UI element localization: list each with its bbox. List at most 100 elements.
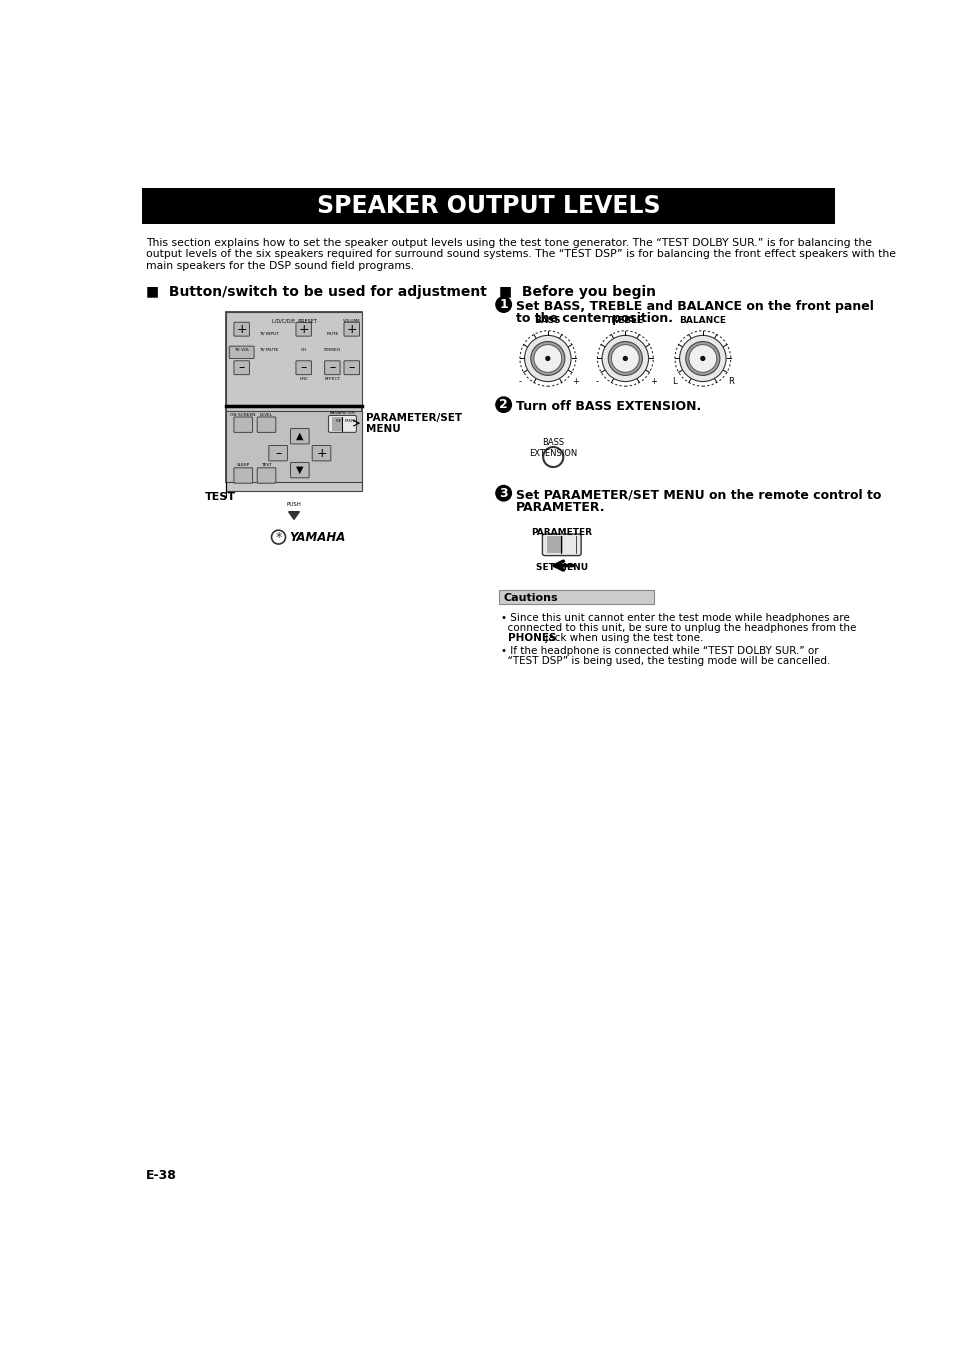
Text: connected to this unit, be sure to unplug the headphones from the: connected to this unit, be sure to unplu…: [500, 623, 855, 634]
FancyBboxPatch shape: [233, 417, 253, 432]
Text: PARAMETER/SET: PARAMETER/SET: [365, 413, 461, 423]
Text: +: +: [649, 377, 656, 386]
Text: SET MENU: SET MENU: [536, 563, 587, 573]
FancyBboxPatch shape: [233, 323, 249, 336]
Text: L/D/C/D/E  PRESET: L/D/C/D/E PRESET: [272, 319, 316, 323]
FancyBboxPatch shape: [142, 188, 835, 224]
Text: BASS
EXTENSION: BASS EXTENSION: [529, 438, 577, 458]
Text: R: R: [727, 377, 733, 386]
Text: ■  Button/switch to be used for adjustment: ■ Button/switch to be used for adjustmen…: [146, 285, 487, 300]
FancyBboxPatch shape: [344, 323, 359, 336]
Text: *: *: [275, 531, 281, 543]
Text: “TEST DSP” is being used, the testing mode will be cancelled.: “TEST DSP” is being used, the testing mo…: [500, 657, 829, 666]
FancyBboxPatch shape: [312, 446, 331, 461]
Text: ▼: ▼: [295, 465, 303, 476]
Text: TV MUTE: TV MUTE: [259, 349, 278, 353]
Text: MUTE: MUTE: [326, 331, 338, 335]
FancyBboxPatch shape: [291, 462, 309, 478]
Text: –: –: [348, 361, 355, 374]
FancyBboxPatch shape: [229, 346, 253, 358]
Circle shape: [545, 357, 549, 361]
Circle shape: [534, 345, 561, 373]
Text: TREBLE: TREBLE: [606, 316, 643, 324]
Text: jack when using the test tone.: jack when using the test tone.: [542, 634, 703, 643]
Circle shape: [496, 297, 511, 312]
Text: Cautions: Cautions: [503, 593, 558, 603]
Text: 3: 3: [498, 486, 507, 500]
Text: SLEEP: SLEEP: [236, 463, 250, 467]
FancyBboxPatch shape: [324, 361, 340, 374]
Text: CH: CH: [300, 349, 307, 353]
Text: E-38: E-38: [146, 1170, 177, 1182]
Text: +: +: [315, 447, 327, 459]
Text: SET MENU: SET MENU: [335, 419, 356, 423]
Text: +: +: [236, 323, 247, 335]
Text: 1: 1: [498, 299, 508, 311]
Text: main speakers for the DSP sound field programs.: main speakers for the DSP sound field pr…: [146, 261, 414, 270]
FancyBboxPatch shape: [226, 312, 361, 405]
Circle shape: [685, 342, 720, 376]
Text: Set PARAMETER/SET MENU on the remote control to: Set PARAMETER/SET MENU on the remote con…: [516, 489, 881, 501]
FancyBboxPatch shape: [257, 417, 275, 432]
FancyBboxPatch shape: [328, 416, 356, 432]
FancyBboxPatch shape: [257, 467, 275, 484]
Text: output levels of the six speakers required for surround sound systems. The “TEST: output levels of the six speakers requir…: [146, 249, 896, 259]
Circle shape: [611, 345, 639, 373]
Text: • If the headphone is connected while “TEST DOLBY SUR.” or: • If the headphone is connected while “T…: [500, 646, 818, 657]
Circle shape: [622, 357, 627, 361]
Text: EFFECT: EFFECT: [324, 377, 340, 381]
FancyBboxPatch shape: [233, 467, 253, 484]
Circle shape: [608, 342, 641, 376]
FancyBboxPatch shape: [226, 482, 361, 490]
FancyBboxPatch shape: [226, 312, 361, 482]
Text: DRC: DRC: [299, 377, 308, 381]
Text: –: –: [238, 361, 245, 374]
Text: This section explains how to set the speaker output levels using the test tone g: This section explains how to set the spe…: [146, 238, 871, 247]
Text: +: +: [298, 323, 309, 335]
Polygon shape: [289, 512, 299, 519]
Circle shape: [542, 447, 562, 467]
FancyBboxPatch shape: [498, 590, 654, 604]
Text: -: -: [596, 377, 598, 386]
Text: ■  Before you begin: ■ Before you begin: [498, 285, 656, 300]
Text: Set BASS, TREBLE and BALANCE on the front panel: Set BASS, TREBLE and BALANCE on the fron…: [516, 300, 873, 313]
FancyBboxPatch shape: [233, 361, 249, 374]
Text: –: –: [274, 447, 281, 459]
Text: TV INPUT: TV INPUT: [258, 331, 278, 335]
Text: Turn off BASS EXTENSION.: Turn off BASS EXTENSION.: [516, 400, 700, 413]
Text: VOLUME: VOLUME: [342, 319, 360, 323]
FancyBboxPatch shape: [269, 446, 287, 461]
Circle shape: [530, 342, 564, 376]
Text: +: +: [572, 377, 578, 386]
Text: STEREO: STEREO: [323, 349, 340, 353]
Text: PHONES: PHONES: [508, 634, 557, 643]
Text: 2: 2: [498, 399, 508, 411]
Text: YAMAHA: YAMAHA: [289, 531, 345, 543]
FancyBboxPatch shape: [542, 534, 580, 555]
Text: –: –: [329, 361, 335, 374]
Circle shape: [496, 397, 511, 412]
Text: LEVEL: LEVEL: [259, 413, 273, 417]
Bar: [546, 536, 562, 554]
Text: MENU: MENU: [365, 424, 400, 434]
Text: to the center position.: to the center position.: [516, 312, 673, 326]
Bar: [332, 417, 342, 431]
Text: ON SCREEN: ON SCREEN: [231, 413, 255, 417]
Circle shape: [601, 335, 648, 381]
Text: +: +: [346, 323, 356, 335]
Circle shape: [700, 357, 704, 361]
Circle shape: [496, 485, 511, 501]
Text: L: L: [672, 377, 677, 386]
Text: -: -: [517, 377, 521, 386]
Text: PARAMETER: PARAMETER: [531, 528, 592, 536]
FancyBboxPatch shape: [344, 361, 359, 374]
FancyBboxPatch shape: [226, 411, 361, 488]
Text: –: –: [300, 361, 307, 374]
Circle shape: [524, 335, 571, 381]
FancyBboxPatch shape: [291, 428, 309, 444]
Text: PARAMETER.: PARAMETER.: [516, 501, 605, 513]
Text: TEST: TEST: [261, 463, 272, 467]
Text: ▲: ▲: [295, 431, 303, 442]
Circle shape: [679, 335, 725, 381]
FancyBboxPatch shape: [295, 361, 311, 374]
